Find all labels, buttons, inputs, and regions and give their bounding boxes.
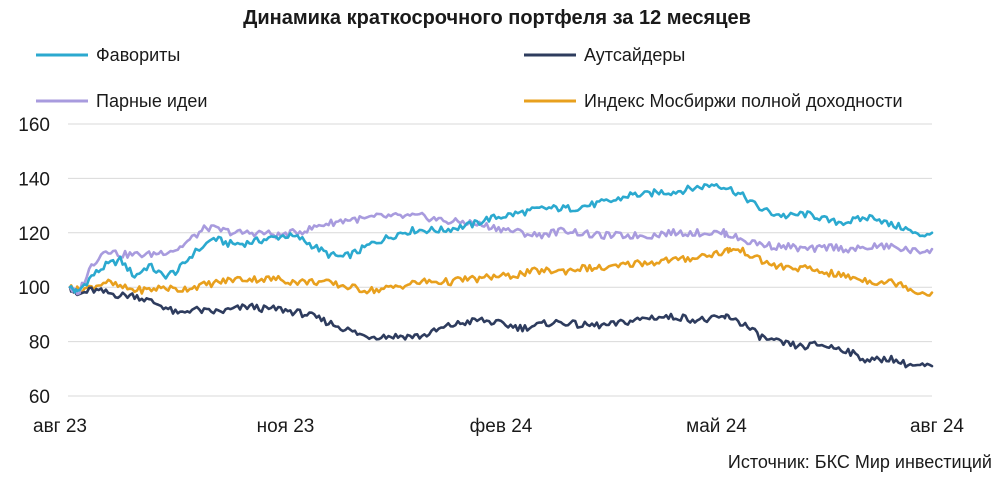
x-tick-label: авг 24 [910, 416, 964, 437]
series-line-3 [68, 246, 934, 297]
legend-label: Аутсайдеры [584, 45, 685, 65]
series-lines [68, 183, 934, 369]
y-tick-label: 100 [18, 278, 50, 299]
series-line-1 [68, 285, 934, 369]
x-tick-label: фев 24 [470, 416, 533, 437]
series-line-2 [68, 211, 934, 296]
legend-label: Парные идеи [96, 91, 207, 111]
series-line-0 [68, 183, 934, 294]
grid [68, 123, 932, 397]
x-tick-label: авг 23 [33, 416, 87, 437]
x-tick-label: май 24 [686, 416, 747, 437]
y-tick-label: 140 [18, 169, 50, 190]
y-axis: 60 80 100 120 140 160 [18, 115, 50, 408]
chart-title: Динамика краткосрочного портфеля за 12 м… [243, 7, 751, 29]
y-tick-label: 160 [18, 115, 50, 136]
y-tick-label: 120 [18, 224, 50, 245]
legend: Фавориты Аутсайдеры Парные идеи Индекс Мосб… [36, 45, 903, 111]
x-tick-label: ноя 23 [257, 416, 315, 437]
legend-label: Индекс Мосбиржи полной доходности [584, 91, 903, 111]
y-tick-label: 60 [29, 387, 50, 408]
y-tick-label: 80 [29, 333, 50, 354]
source-note: Источник: БКС Мир инвестиций [728, 452, 992, 472]
legend-label: Фавориты [96, 45, 180, 65]
x-axis: авг 23 ноя 23 фев 24 май 24 авг 24 [33, 416, 964, 437]
